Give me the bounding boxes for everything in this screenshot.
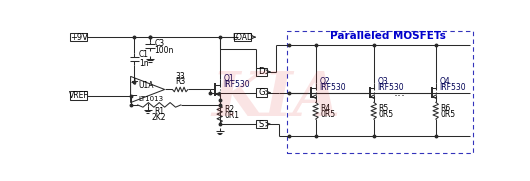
Text: R2: R2 [224, 105, 234, 114]
Text: Q2: Q2 [320, 77, 330, 86]
Text: IRF530: IRF530 [224, 80, 250, 89]
Text: C3: C3 [155, 39, 165, 48]
Text: 0R5: 0R5 [320, 110, 335, 119]
Text: +9V: +9V [70, 33, 87, 42]
Text: R3: R3 [175, 77, 186, 86]
Text: IRF530: IRF530 [320, 83, 346, 92]
Text: LOAD: LOAD [233, 33, 253, 42]
Text: R1: R1 [154, 107, 164, 116]
Text: KIA: KIA [211, 69, 340, 129]
Text: U1A: U1A [138, 81, 154, 90]
Text: 0R1: 0R1 [224, 111, 240, 120]
Text: 0R5: 0R5 [440, 110, 455, 119]
Text: Paralleled MOSFETs: Paralleled MOSFETs [330, 31, 446, 41]
Text: ...: ... [393, 86, 405, 99]
Text: LT1013: LT1013 [138, 96, 163, 102]
Text: −: − [130, 91, 138, 101]
Text: 2K2: 2K2 [152, 113, 166, 122]
Text: IRF530: IRF530 [439, 83, 466, 92]
Text: Q4: Q4 [439, 77, 450, 86]
Text: 1n: 1n [139, 59, 149, 68]
Text: R4: R4 [320, 104, 331, 113]
Text: 0R5: 0R5 [378, 110, 393, 119]
Text: 100n: 100n [155, 47, 174, 56]
Text: C1: C1 [139, 50, 149, 59]
Text: IRF530: IRF530 [377, 83, 404, 92]
Text: R6: R6 [440, 104, 450, 113]
Text: R5: R5 [378, 104, 388, 113]
Text: G: G [258, 88, 265, 97]
Text: Q1: Q1 [224, 74, 234, 83]
Text: D: D [258, 67, 265, 76]
Text: 33: 33 [175, 72, 185, 81]
Text: S: S [259, 120, 264, 129]
Text: VREF: VREF [69, 91, 89, 100]
Text: +: + [130, 77, 138, 87]
Text: Q3: Q3 [377, 77, 388, 86]
